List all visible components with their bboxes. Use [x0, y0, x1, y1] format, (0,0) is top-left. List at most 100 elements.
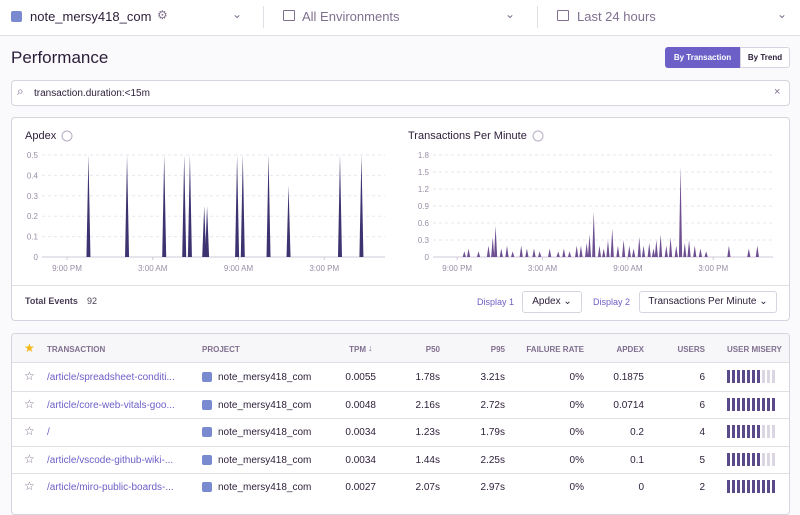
spike [622, 240, 626, 257]
star[interactable]: ☆ [24, 396, 35, 411]
misery-bar [757, 425, 760, 438]
transaction-link[interactable]: /article/spreadsheet-conditi... [47, 372, 175, 383]
cell: 0.0027 [345, 482, 376, 493]
display1-select[interactable]: Apdex ⌄ [522, 291, 582, 313]
spike [491, 237, 495, 257]
misery-bar [727, 425, 730, 438]
column-header[interactable]: FAILURE RATE [526, 345, 584, 354]
cell: 2.97s [480, 482, 505, 493]
cell: 0% [569, 482, 584, 493]
transaction-link[interactable]: /article/core-web-vitals-goo... [47, 399, 175, 411]
x-tick-label: 3:00 PM [698, 264, 728, 273]
column-header[interactable]: P50 [425, 345, 440, 354]
spike [674, 245, 678, 257]
cell: 2.25s [480, 454, 505, 466]
column-header[interactable]: P95 [490, 345, 505, 354]
display1-label: Display 1 [477, 297, 515, 307]
misery-bar [747, 370, 750, 383]
misery-bar [762, 480, 765, 493]
total-events-label: Total Events [25, 296, 78, 306]
cell: note_mersy418_com [218, 372, 312, 383]
sort-icon[interactable]: ↓ [368, 343, 373, 353]
search-query[interactable]: transaction.duration:<15m [34, 88, 150, 99]
spike [538, 251, 542, 257]
cell: 0.0055 [345, 372, 376, 383]
spike [556, 251, 560, 257]
x-tick-label: 9:00 AM [224, 264, 254, 273]
spike [562, 248, 566, 257]
misery-bar [752, 452, 755, 466]
project-icon [202, 427, 212, 437]
x-tick-label: 9:00 AM [613, 264, 643, 273]
display2-label: Display 2 [593, 297, 631, 307]
chart-title: Apdex [25, 130, 57, 142]
column-header[interactable]: USER MISERY [727, 345, 782, 354]
star-header[interactable]: ★ [24, 341, 35, 355]
x-tick-label: 3:00 AM [528, 264, 558, 273]
settings-icon[interactable]: ⚙ [157, 8, 168, 22]
star[interactable]: ☆ [24, 479, 35, 493]
spike [359, 155, 364, 257]
star[interactable]: ☆ [24, 369, 35, 383]
cell: 0 [638, 482, 644, 493]
project-icon [202, 399, 212, 410]
spike [668, 237, 673, 257]
clear-icon[interactable]: × [774, 86, 781, 98]
misery-bar [742, 480, 745, 493]
tab-by-trend[interactable]: By Trend [740, 47, 790, 68]
cell: 0% [569, 372, 584, 383]
column-header[interactable]: USERS [677, 345, 705, 354]
spike [747, 248, 751, 257]
chevron[interactable]: ⌄ [777, 7, 788, 21]
charts-panel: Total Events 92 Display 1 Apdex ⌄ Displa… [11, 117, 790, 321]
column-header[interactable]: TRANSACTION [47, 345, 106, 354]
page-title: Performance [11, 48, 109, 67]
search-bar[interactable]: ⌕ transaction.duration:<15m × [11, 80, 790, 106]
misery-bar [757, 370, 760, 383]
spike [704, 251, 708, 257]
cell: 4 [699, 427, 705, 438]
tab-by-transaction[interactable]: By Transaction [665, 47, 740, 68]
period-selector[interactable]: Last 24 hours [577, 9, 656, 24]
env-icon [283, 10, 295, 21]
star[interactable]: ☆ [24, 424, 35, 438]
misery-bar [767, 452, 770, 466]
display2-select[interactable]: Transactions Per Minute ⌄ [639, 291, 777, 313]
cell: 5 [699, 454, 705, 466]
spike [86, 155, 91, 257]
y-tick-label: 0.6 [418, 219, 430, 228]
misery-bar [772, 425, 775, 438]
column-header[interactable]: TPM [349, 345, 366, 354]
misery-bar [767, 425, 770, 438]
environment-selector[interactable]: All Environments [302, 9, 400, 24]
cell: note_mersy418_com [218, 427, 312, 438]
misery-bar [737, 452, 740, 466]
transaction-link[interactable]: /article/vscode-github-wiki-... [47, 454, 174, 466]
spike [587, 234, 592, 257]
star[interactable]: ☆ [24, 451, 35, 466]
spike [597, 245, 602, 257]
cell: 6 [699, 372, 705, 383]
y-tick-label: 0.3 [418, 236, 430, 245]
chevron[interactable]: ⌄ [505, 7, 516, 21]
misery-bar [742, 370, 745, 383]
misery-bar [732, 370, 735, 383]
column-header[interactable]: APDEX [616, 345, 644, 354]
transaction-link[interactable]: /article/miro-public-boards-... [47, 482, 174, 493]
spike [493, 225, 498, 257]
misery-bar [762, 370, 765, 383]
spike [610, 228, 614, 257]
search-icon: ⌕ [17, 84, 24, 98]
help-icon [61, 130, 73, 142]
cell: 0.0034 [345, 427, 376, 438]
misery-bar [767, 480, 770, 493]
total-events: 92 [87, 296, 98, 306]
project-icon [202, 482, 212, 492]
column-header[interactable]: PROJECT [202, 345, 240, 354]
transaction-link[interactable]: / [47, 427, 50, 438]
spike [511, 251, 515, 257]
spike [286, 185, 291, 257]
project-selector[interactable]: note_mersy418_com [30, 9, 152, 24]
spike [519, 245, 523, 257]
chevron[interactable]: ⌄ [232, 7, 243, 21]
